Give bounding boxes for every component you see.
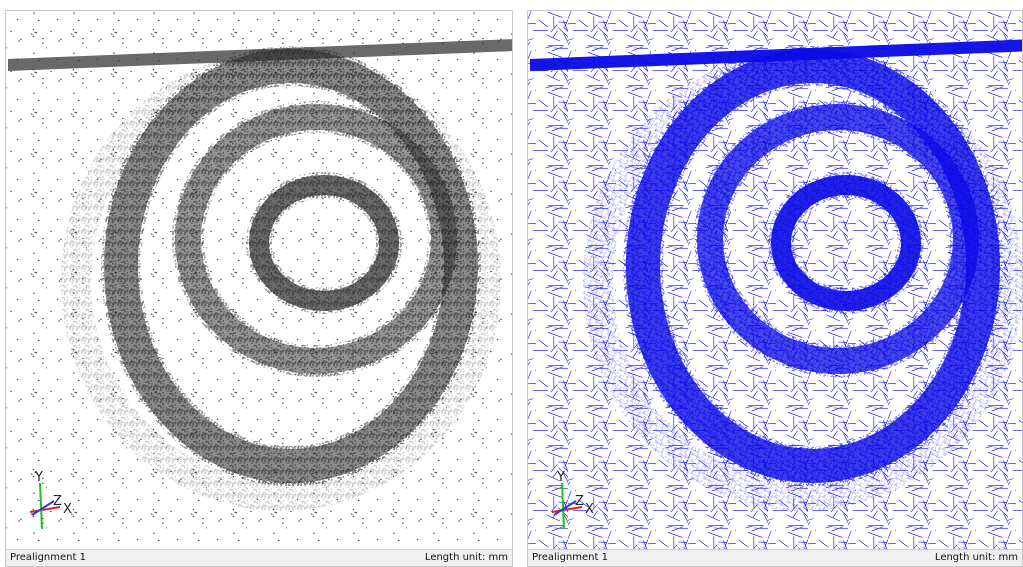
axis-label-y: Y [556,470,565,485]
status-bar: Prealignment 1 Length unit: mm [6,549,512,566]
status-text: Prealignment 1 [10,552,86,563]
axis-z [31,500,55,516]
axis-y [39,482,43,530]
rings [583,46,1022,511]
axis-label-x: X [585,502,594,517]
scene: YZX [6,11,512,552]
axis-y [561,482,565,530]
ring-texture [768,172,924,314]
status-text: Prealignment 1 [532,552,608,563]
axis-label-z: Z [575,494,584,509]
status-unit: Length unit: mm [934,552,1018,563]
axis-z [553,500,577,516]
status-unit: Length unit: mm [424,552,508,563]
rings [61,46,501,511]
ring-texture [172,101,460,377]
axis-label-x: X [63,502,72,517]
axis-label-y: Y [34,470,43,485]
axis-label-z: Z [53,494,62,509]
status-bar: Prealignment 1 Length unit: mm [528,549,1022,566]
ring-texture [694,101,982,377]
scene: YZX [528,11,1022,552]
ring-texture [246,172,402,314]
ring-texture [101,46,481,486]
axis-x [29,506,61,513]
ring-texture [623,46,1003,486]
axis-x [551,506,583,513]
